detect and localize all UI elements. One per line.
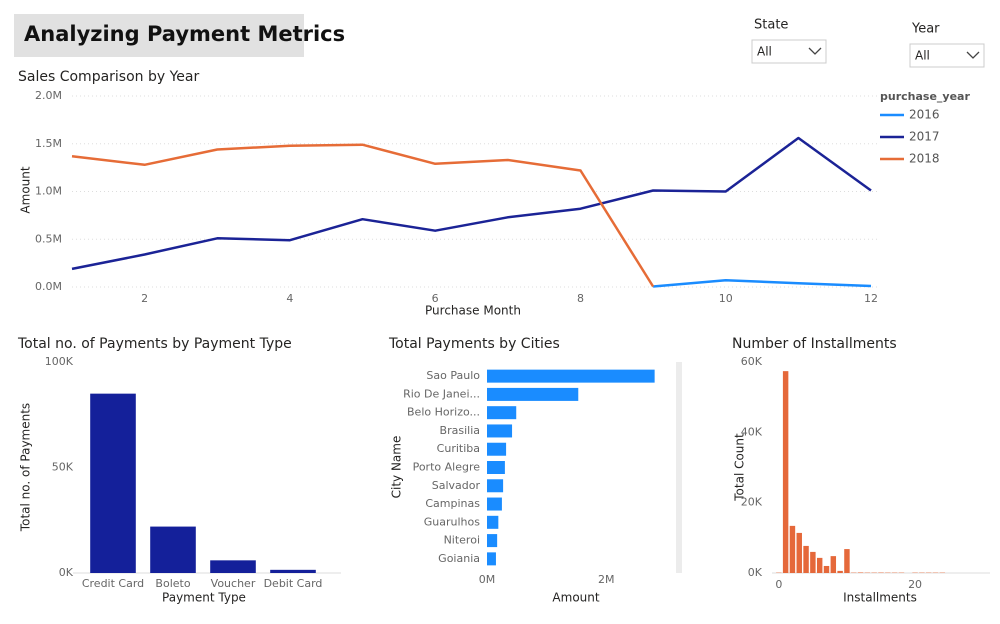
x-tick-label: 8 (577, 292, 584, 305)
y-tick-label: Salvador (432, 479, 481, 492)
y-tick-label: 1.0M (35, 185, 62, 198)
y-tick-label: Belo Horizo... (407, 406, 480, 419)
bar (90, 393, 136, 573)
dropdown-value[interactable]: All (757, 45, 772, 59)
y-axis-title: Amount (19, 166, 33, 213)
bar (487, 515, 499, 529)
bar (789, 525, 796, 573)
chart-title: Number of Installments (732, 336, 897, 352)
bar (844, 549, 850, 573)
x-tick-label: 2M (598, 573, 615, 586)
x-tick-label: 6 (432, 292, 439, 305)
dropdown-box[interactable] (909, 43, 985, 68)
y-tick-label: 60K (741, 355, 763, 368)
x-tick-label: Boleto (155, 577, 190, 590)
bar (830, 556, 837, 573)
x-tick-label: Debit Card (264, 577, 323, 590)
y-tick-label: 20K (741, 496, 763, 509)
y-tick-label: 0K (748, 566, 763, 579)
x-axis-title: Installments (843, 591, 917, 605)
x-tick-label: 10 (719, 292, 733, 305)
x-tick-label: 2 (141, 292, 148, 305)
bar (796, 532, 802, 573)
y-axis-title: Total Count (733, 433, 747, 502)
dropdown-box[interactable] (751, 39, 827, 64)
y-tick-label: Curitiba (437, 442, 480, 455)
bar (487, 442, 507, 456)
bar (487, 497, 502, 511)
chart-title: Total Payments by Cities (388, 336, 560, 352)
bar (823, 565, 830, 573)
y-tick-label: 2.0M (35, 89, 62, 102)
state-dropdown[interactable]: All (751, 39, 827, 64)
y-tick-label: Porto Alegre (413, 461, 481, 474)
bar (487, 461, 505, 474)
legend-label: 2016 (909, 108, 940, 122)
line-series (71, 143, 655, 288)
y-tick-label: 0.0M (35, 280, 62, 293)
chevron[interactable] (966, 51, 980, 59)
y-tick-label: Sao Paulo (426, 369, 480, 382)
dashboard-title: Analyzing Payment Metrics (24, 22, 345, 46)
y-tick-label: 50K (52, 461, 74, 474)
filter-label: Year (911, 22, 940, 37)
x-tick-label: 0 (775, 578, 782, 591)
dropdown-value[interactable]: All (915, 49, 930, 63)
bar (816, 557, 823, 573)
scrollbar[interactable] (676, 362, 682, 573)
year-dropdown[interactable]: All (909, 43, 985, 68)
y-tick-label: Brasilia (440, 424, 480, 437)
bar (270, 569, 316, 573)
y-tick-label: 0K (59, 566, 74, 579)
bar (487, 406, 517, 420)
x-axis-title: Payment Type (162, 591, 246, 605)
legend-title: purchase_year (880, 90, 970, 103)
bar (210, 560, 256, 573)
y-axis-title: City Name (390, 436, 404, 499)
y-tick-label: Niteroi (444, 534, 480, 547)
bar (487, 552, 496, 566)
x-tick-label: 20 (908, 578, 922, 591)
y-tick-label: Rio De Janei... (403, 387, 480, 400)
legend-label: 2018 (909, 152, 940, 166)
bar (487, 479, 504, 493)
y-tick-label: Campinas (425, 497, 480, 510)
line-series (71, 136, 872, 271)
line-series (652, 279, 872, 288)
x-tick-label: 12 (864, 292, 878, 305)
bar (487, 424, 513, 438)
chart-title: Total no. of Payments by Payment Type (17, 336, 292, 352)
y-tick-label: Goiania (438, 552, 480, 565)
y-tick-label: Guarulhos (424, 515, 480, 528)
bar (810, 551, 816, 573)
filter-label: State (754, 18, 788, 33)
x-tick-label: Voucher (211, 577, 256, 590)
bar (487, 387, 579, 401)
x-axis-title: Amount (552, 591, 599, 605)
x-tick-label: Credit Card (82, 577, 144, 590)
bar (857, 572, 864, 573)
bar (782, 371, 789, 573)
chart-title: Sales Comparison by Year (18, 69, 199, 85)
y-tick-label: 0.5M (35, 232, 62, 245)
x-tick-label: 0M (479, 573, 496, 586)
bar (487, 534, 498, 548)
x-tick-label: 4 (286, 292, 293, 305)
y-axis-title: Total no. of Payments (19, 403, 33, 532)
bar (837, 570, 843, 573)
x-axis-title: Purchase Month (425, 304, 521, 318)
legend-label: 2017 (909, 130, 940, 144)
bar (803, 545, 809, 573)
y-tick-label: 1.5M (35, 137, 62, 150)
y-tick-label: 100K (45, 355, 74, 368)
bar (150, 526, 196, 573)
bar (487, 369, 655, 383)
y-tick-label: 40K (741, 425, 763, 438)
chevron[interactable] (808, 47, 822, 55)
title-box (14, 14, 304, 57)
